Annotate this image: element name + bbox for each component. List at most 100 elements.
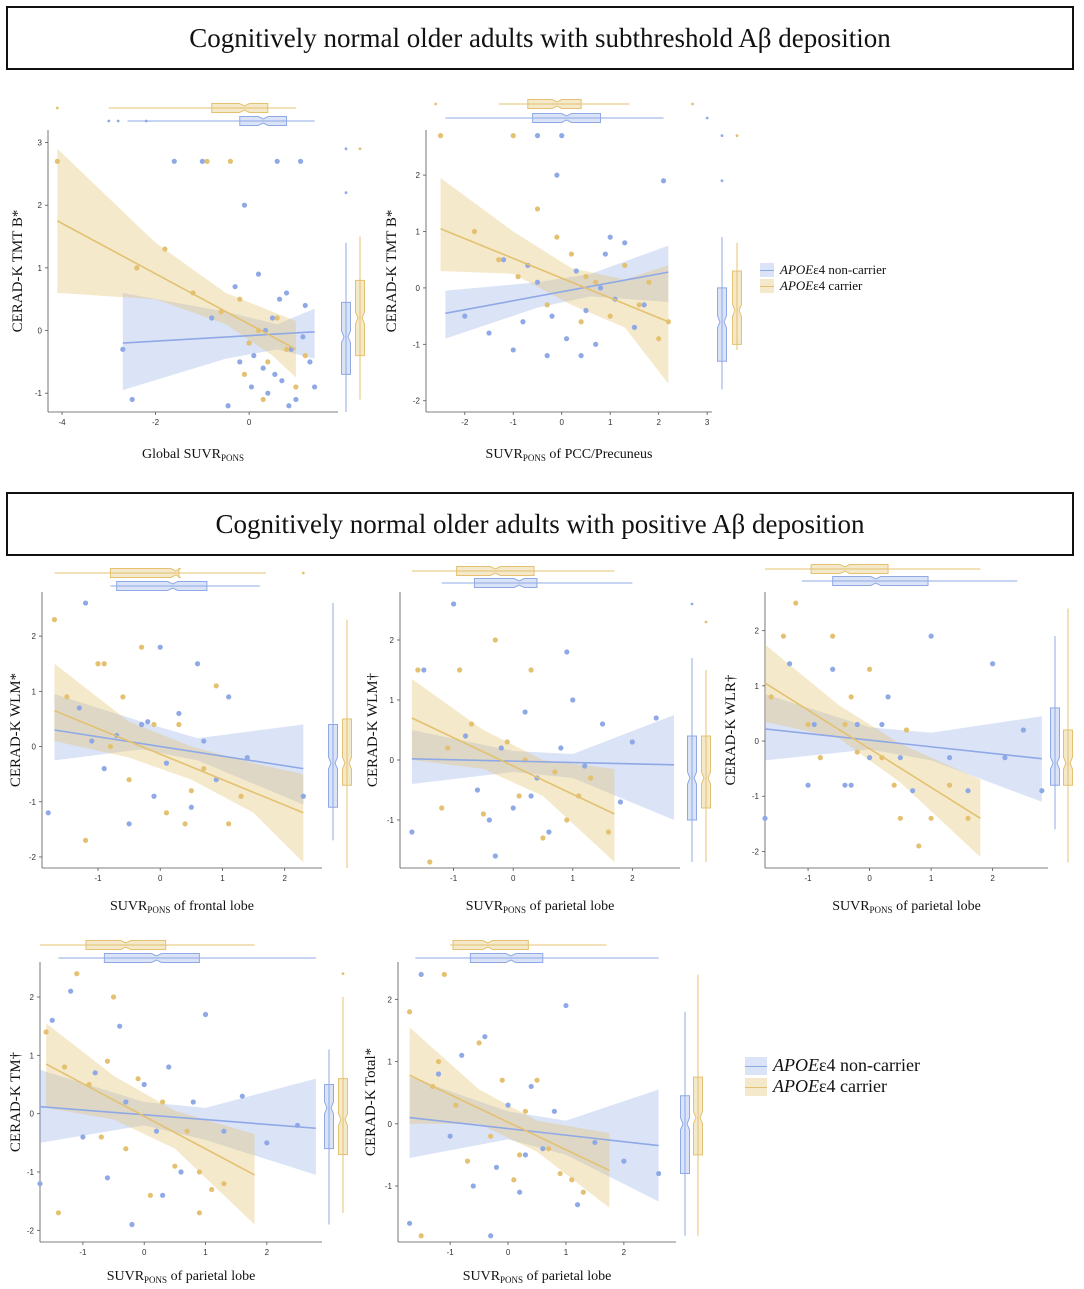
data-point-noncarrier [470,1183,476,1189]
x-tick-label: 1 [571,874,576,883]
y-tick-label: 0 [32,743,37,752]
data-point-carrier [534,1077,540,1083]
confidence-band-noncarrier [765,694,1042,802]
data-point-carrier [805,721,811,728]
section-title-subthreshold: Cognitively normal older adults with sub… [6,6,1074,70]
data-point-noncarrier [621,1158,627,1164]
data-point-noncarrier [520,319,526,325]
chart-panel-2: -2 -1 0 1 2 3 -2 -1 0 1 2 SUVRPONS of PCC/Precuneus… [384,99,742,463]
data-point-noncarrier [946,755,953,761]
marginal-x-box-noncarrier [239,116,288,126]
x-tick-label: 1 [929,874,934,883]
y-axis-label: CERAD-K WLR† [723,674,739,785]
marginal-x-box-noncarrier [832,576,929,586]
data-point-noncarrier [286,403,292,409]
y-tick-label: -2 [752,847,760,856]
data-point-carrier [540,835,546,841]
x-tick-label: -1 [450,874,458,883]
data-point-noncarrier [592,1139,598,1146]
data-point-noncarrier [540,1146,546,1152]
y-tick-label: 1 [30,1051,35,1060]
data-point-noncarrier [534,133,541,139]
y-tick-label: 2 [38,201,43,210]
data-point-carrier [471,228,478,235]
data-point-carrier [636,302,642,308]
data-point-noncarrier [117,1023,123,1029]
data-point-noncarrier [500,257,507,263]
data-point-noncarrier [406,1220,413,1226]
chart-panel-1: -4 -2 0 -1 0 1 2 3 Global SUVRPONS CERAD-K TMT B* [10,103,365,463]
chart-panel-4: -1 0 1 2 -1 0 1 2 SUVRPONS of parietal lobe CERAD… [365,566,711,915]
data-point-carrier [545,1146,552,1152]
data-point-noncarrier [563,1002,569,1009]
marginal-y-outlier-carrier [341,972,345,976]
data-point-noncarrier [157,644,163,650]
data-point-carrier [241,371,248,377]
marginal-x-outlier-carrier [434,102,438,106]
marginal-x-box-carrier [452,940,529,950]
data-point-carrier [151,721,157,728]
data-point-carrier [439,805,445,811]
marginal-y-outlier-noncarrier [720,179,724,183]
data-point-noncarrier [300,793,306,799]
legend-item-carrier: APOE ε4 carrier [760,278,886,294]
marginal-x-outlier-noncarrier [116,119,120,123]
data-point-carrier [492,637,498,643]
data-point-carrier [406,1009,413,1015]
data-point-noncarrier [104,1175,111,1181]
marginal-x-outlier-noncarrier [144,119,148,123]
x-tick-label: 0 [158,874,163,883]
data-point-carrier [227,158,234,164]
data-point-noncarrier [660,178,667,184]
data-point-noncarrier [462,313,468,319]
y-tick-label: 2 [388,995,393,1004]
data-point-carrier [456,667,463,673]
data-point-noncarrier [248,384,255,390]
confidence-band-noncarrier [409,1077,659,1202]
x-tick-label: 0 [560,418,565,427]
data-point-carrier [568,251,575,257]
section-title-positive: Cognitively normal older adults with pos… [6,492,1074,556]
data-point-noncarrier [239,1093,245,1099]
y-tick-label: 2 [416,171,421,180]
data-point-noncarrier [297,158,304,164]
data-point-carrier [515,274,521,280]
regression-line-noncarrier [409,1116,659,1147]
data-point-carrier [435,1058,442,1065]
data-point-noncarrier [498,745,504,751]
data-point-noncarrier [447,1133,453,1139]
marginal-y-box-noncarrier [717,287,727,362]
x-axis-label: SUVRPONS of parietal lobe [832,899,981,915]
data-point-carrier [54,158,60,164]
x-tick-label: 2 [630,874,635,883]
confidence-band-carrier [440,177,669,384]
data-point-carrier [172,1163,178,1169]
data-point-carrier [238,793,244,799]
y-axis-label: CERAD-K TMT B* [10,210,26,333]
data-point-noncarrier [194,661,201,667]
data-point-carrier [965,815,971,821]
data-point-carrier [593,279,599,285]
data-point-noncarrier [805,782,811,788]
x-tick-label: 1 [564,1248,569,1257]
data-point-carrier [160,1099,166,1105]
y-tick-label: 1 [755,682,760,691]
y-tick-label: -1 [413,340,421,349]
data-point-noncarrier [486,330,492,336]
x-tick-label: -2 [461,418,469,427]
data-point-noncarrier [910,788,916,794]
data-point-noncarrier [559,133,565,139]
y-axis-label: CERAD-K TMT B* [384,210,400,333]
marginal-y-outlier-carrier [735,134,739,138]
data-point-noncarrier [965,788,971,794]
y-tick-label: 1 [416,228,421,237]
y-tick-label: 0 [30,1110,35,1119]
data-point-noncarrier [232,284,238,290]
data-point-noncarrier [787,661,793,667]
regression-line-carrier [56,220,297,351]
y-tick-label: 3 [38,139,43,148]
x-tick-label: 0 [511,874,516,883]
data-point-noncarrier [255,271,262,277]
data-point-noncarrier [583,307,589,314]
data-point-noncarrier [597,285,604,291]
